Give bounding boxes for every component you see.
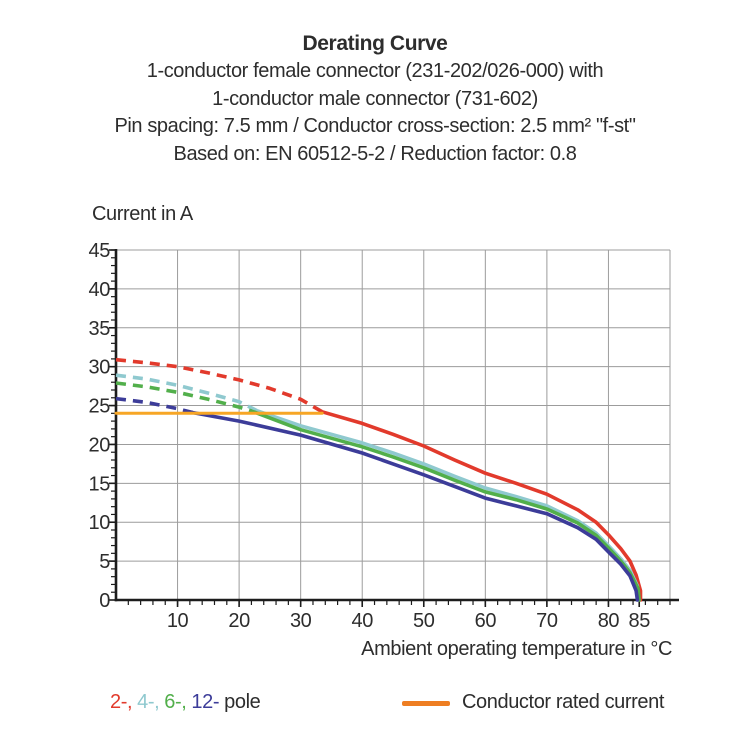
series-pole6 (249, 409, 641, 602)
svg-text:35: 35 (89, 318, 111, 340)
major-ticks (109, 249, 641, 607)
svg-text:80: 80 (598, 610, 620, 632)
pole-legend: 2-, 4-, 6-, 12- pole (110, 691, 261, 714)
svg-text:40: 40 (89, 279, 111, 301)
svg-text:60: 60 (475, 610, 497, 632)
svg-text:10: 10 (167, 610, 189, 632)
svg-text:25: 25 (89, 396, 111, 418)
chart-subtitle-line3: Pin spacing: 7.5 mm / Conductor cross-se… (114, 115, 636, 138)
svg-text:5: 5 (99, 551, 110, 573)
chart-header: Derating Curve 1-conductor female connec… (0, 30, 750, 169)
series-pole4-dashed (115, 373, 259, 413)
legend-12-pole: 12- (191, 691, 220, 713)
rated-current-legend: Conductor rated current (402, 691, 664, 714)
chart-title: Derating Curve (302, 32, 448, 55)
legend-4-pole: 4-, (137, 691, 160, 713)
rated-current-label: Conductor rated current (462, 691, 665, 713)
svg-text:20: 20 (228, 610, 250, 632)
series-pole2 (320, 410, 643, 602)
tick-labels: 10 20 30 40 50 60 70 80 85 0 5 10 15 20 25 30 35 40 45 (89, 240, 651, 632)
rated-current-line-swatch (402, 701, 450, 706)
svg-text:20: 20 (89, 434, 111, 456)
legend-6-pole: 6-, (164, 691, 187, 713)
svg-text:30: 30 (89, 357, 111, 379)
chart-subtitle-line1: 1-conductor female connector (231-202/02… (146, 59, 604, 82)
x-axis-title: Ambient operating temperature in °C (361, 638, 672, 660)
series-pole6-dashed (115, 381, 252, 413)
axes (114, 249, 679, 602)
legend-2-pole: 2-, (110, 691, 133, 713)
svg-text:0: 0 (99, 590, 110, 612)
svg-text:85: 85 (628, 610, 650, 632)
svg-text:45: 45 (89, 240, 111, 262)
chart-subtitle-line4: Based on: EN 60512-5-2 / Reduction facto… (173, 143, 577, 166)
series-pole12-dashed (115, 396, 194, 415)
minor-ticks (111, 249, 671, 605)
y-axis-title: Current in A (92, 203, 193, 225)
series-pole12 (191, 410, 640, 602)
grid (116, 249, 671, 600)
svg-text:10: 10 (89, 512, 111, 534)
svg-text:70: 70 (536, 610, 558, 632)
legend-pole-suffix: pole (224, 691, 261, 713)
chart-subtitle-line2: 1-conductor male connector (731-602) (212, 87, 538, 110)
svg-text:15: 15 (89, 473, 111, 495)
svg-text:40: 40 (351, 610, 373, 632)
svg-text:30: 30 (290, 610, 312, 632)
svg-text:50: 50 (413, 610, 435, 632)
series-pole2-dashed (115, 357, 324, 414)
